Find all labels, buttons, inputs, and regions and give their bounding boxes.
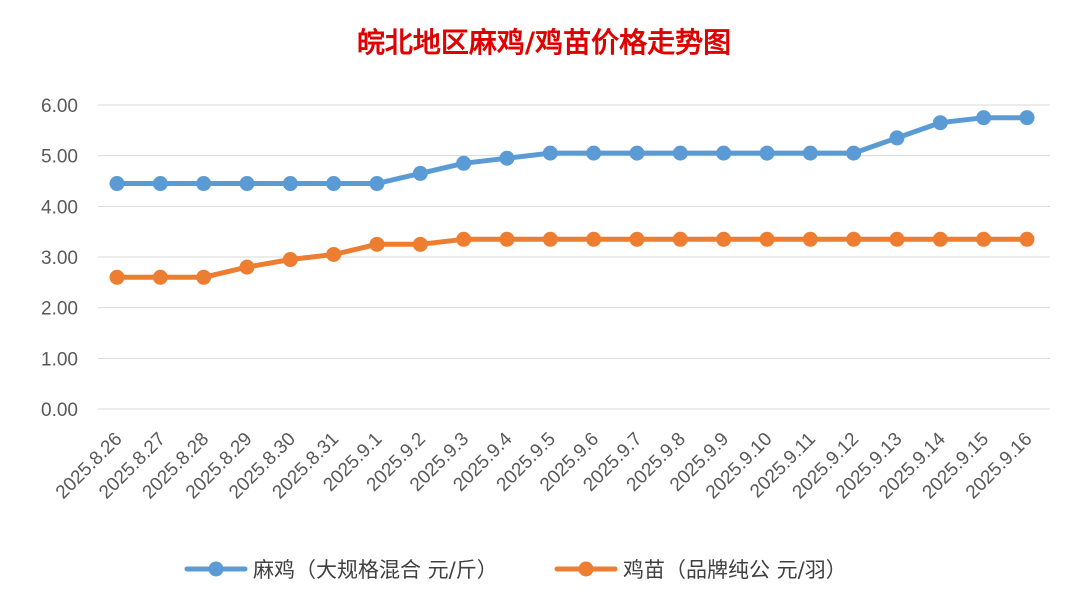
data-point [889,130,905,146]
legend-entry-1: 麻鸡（大规格混合 元/斤） [184,558,498,582]
data-point [586,231,602,247]
data-point [152,176,168,192]
data-point [846,231,862,247]
data-point [672,145,688,161]
data-point [889,231,905,247]
data-point [586,145,602,161]
data-point [846,145,862,161]
data-point [672,231,688,247]
data-point [976,231,992,247]
data-point [499,231,515,247]
data-point [109,269,125,285]
data-point [282,176,298,192]
data-point [239,176,255,192]
legend-marker [578,561,594,577]
data-series [109,110,1035,285]
data-point [282,252,298,268]
data-point [369,176,385,192]
legend-entry-2: 鸡苗（品牌纯公 元/羽） [554,558,847,582]
data-point [802,145,818,161]
data-point [932,115,948,131]
gridlines [98,104,1050,410]
data-point [239,259,255,275]
chart-title: 皖北地区麻鸡/鸡苗价格走势图 [357,26,731,59]
data-point [499,150,515,166]
data-point [976,110,992,126]
data-point [109,176,125,192]
legend-marker [208,561,224,577]
data-point [629,231,645,247]
legend-label: 麻鸡（大规格混合 元/斤） [253,558,498,582]
y-tick-label: 2.00 [41,299,78,320]
data-point [456,155,472,171]
legend-label: 鸡苗（品牌纯公 元/羽） [623,558,847,582]
legend: 麻鸡（大规格混合 元/斤） 鸡苗（品牌纯公 元/羽） [184,558,847,582]
y-tick-label: 3.00 [41,248,78,269]
data-point [759,145,775,161]
data-point [326,176,342,192]
data-point [412,236,428,252]
y-axis-tick-labels: 0.00 1.00 2.00 3.00 4.00 5.00 6.00 [41,96,78,421]
data-point [716,145,732,161]
y-tick-label: 4.00 [41,197,78,218]
series-1 [109,110,1035,192]
data-point [802,231,818,247]
data-point [629,145,645,161]
data-point [326,246,342,262]
data-point [456,231,472,247]
data-point [152,269,168,285]
y-tick-label: 0.00 [41,400,78,421]
data-point [542,231,558,247]
data-point [932,231,948,247]
data-point [196,176,212,192]
data-point [412,165,428,181]
data-point [542,145,558,161]
y-tick-label: 1.00 [41,349,78,370]
series-line [114,236,1030,280]
data-point [1019,110,1035,126]
y-tick-label: 6.00 [41,96,78,117]
data-point [196,269,212,285]
y-tick-label: 5.00 [41,147,78,168]
series-line [114,115,1030,186]
data-point [369,236,385,252]
series-2 [109,231,1035,285]
data-point [1019,231,1035,247]
data-point [759,231,775,247]
data-point [716,231,732,247]
